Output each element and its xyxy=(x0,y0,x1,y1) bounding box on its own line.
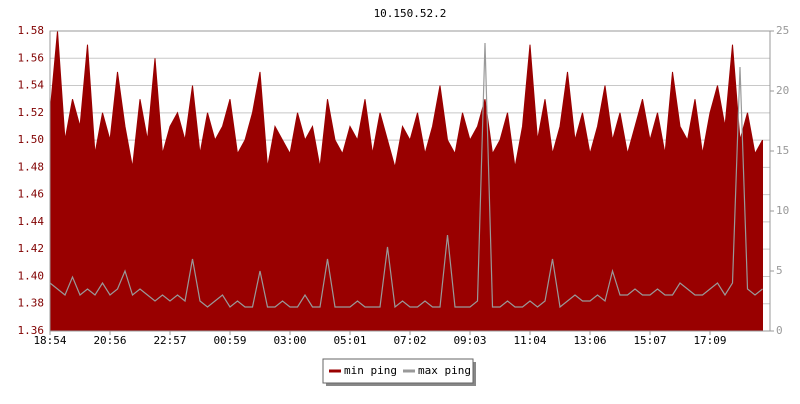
y-tick-label: 1.42 xyxy=(18,242,45,255)
y-tick-label: 1.56 xyxy=(18,51,45,64)
y-tick-label: 1.40 xyxy=(18,269,45,282)
x-tick-label: 13:06 xyxy=(573,334,606,347)
y2-tick-label: 0 xyxy=(776,324,783,337)
y2-tick-label: 5 xyxy=(776,264,783,277)
x-tick-label: 17:09 xyxy=(693,334,726,347)
legend-label: min ping xyxy=(344,364,397,377)
max-ping-line xyxy=(49,42,763,309)
x-tick-label: 22:57 xyxy=(153,334,186,347)
y-tick-label: 1.46 xyxy=(18,188,45,201)
x-tick-label: 20:56 xyxy=(93,334,126,347)
y-tick-label: 1.52 xyxy=(18,106,45,119)
x-tick-label: 11:04 xyxy=(513,334,546,347)
legend-box xyxy=(322,358,474,384)
chart-title: 10.150.52.2 xyxy=(374,7,447,20)
y-tick-label: 1.50 xyxy=(18,133,45,146)
x-tick-label: 05:01 xyxy=(333,334,366,347)
y-tick-label: 1.36 xyxy=(18,324,45,337)
legend-label: max ping xyxy=(418,364,471,377)
x-tick-label: 15:07 xyxy=(633,334,666,347)
x-tick-label: 09:03 xyxy=(453,334,486,347)
y-tick-label: 1.44 xyxy=(18,215,45,228)
x-tick-label: 03:00 xyxy=(273,334,306,347)
y2-tick-label: 15 xyxy=(776,144,789,157)
legend: min ping max ping xyxy=(322,358,474,384)
min-ping-area xyxy=(49,30,763,332)
x-tick-label: 18:54 xyxy=(33,334,66,347)
x-tick-label: 07:02 xyxy=(393,334,426,347)
x-tick-label: 00:59 xyxy=(213,334,246,347)
y2-tick-label: 20 xyxy=(776,84,789,97)
y-tick-label: 1.48 xyxy=(18,160,45,173)
y-tick-label: 1.38 xyxy=(18,297,45,310)
y2-tick-label: 10 xyxy=(776,204,789,217)
y2-tick-label: 25 xyxy=(776,24,789,37)
y-tick-label: 1.58 xyxy=(18,24,45,37)
y-tick-label: 1.54 xyxy=(18,79,45,92)
